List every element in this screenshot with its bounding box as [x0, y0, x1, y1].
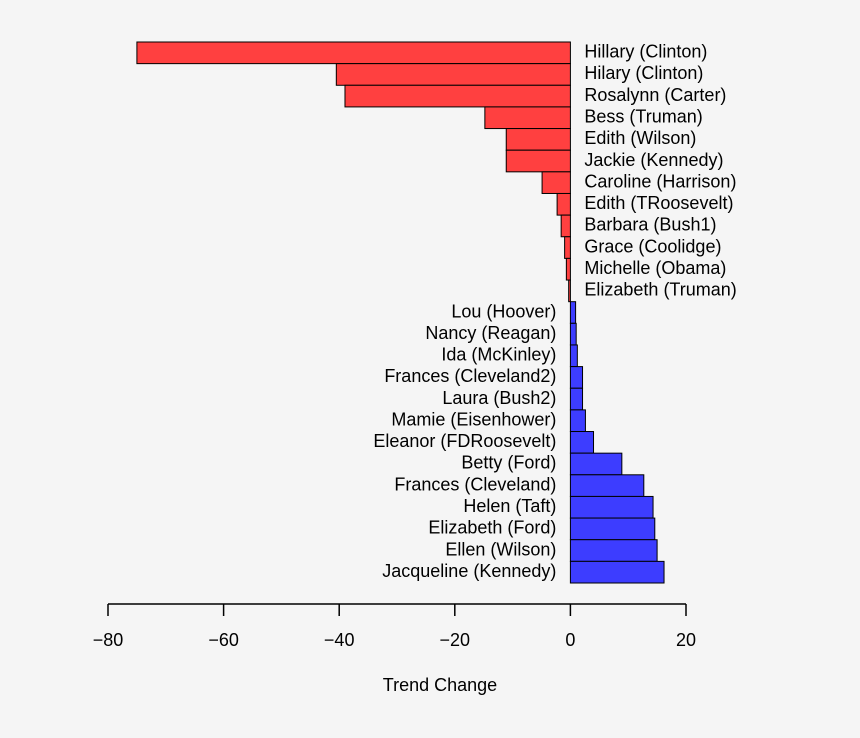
- x-tick-label: −20: [440, 630, 471, 650]
- x-tick-label: 0: [565, 630, 575, 650]
- x-tick-label: 20: [676, 630, 696, 650]
- bar: [136, 41, 571, 65]
- bar: [569, 474, 645, 497]
- category-label: Eleanor (FDRoosevelt): [373, 431, 556, 451]
- category-label: Betty (Ford): [461, 453, 556, 473]
- x-tick-label: −40: [324, 630, 355, 650]
- bar: [568, 279, 571, 303]
- bar: [569, 387, 584, 411]
- x-tick-label: −80: [93, 630, 124, 650]
- category-label: Mamie (Eisenhower): [391, 409, 556, 429]
- bar: [569, 409, 586, 433]
- bar: [569, 452, 623, 476]
- bar: [505, 149, 571, 173]
- bar: [505, 128, 571, 151]
- bar: [541, 171, 571, 194]
- bar: [564, 236, 571, 259]
- bar: [569, 517, 656, 541]
- category-label: Grace (Coolidge): [584, 236, 721, 256]
- category-label: Barbara (Bush1): [584, 215, 716, 235]
- bar: [569, 322, 577, 346]
- category-label: Elizabeth (Ford): [428, 518, 556, 538]
- category-label: Jackie (Kennedy): [584, 150, 723, 170]
- bar: [569, 366, 584, 389]
- bar: [569, 560, 665, 584]
- category-label: Ellen (Wilson): [445, 539, 556, 559]
- bar: [556, 192, 571, 216]
- category-label: Jacqueline (Kennedy): [382, 561, 556, 581]
- category-label: Lou (Hoover): [451, 301, 556, 321]
- category-label: Helen (Taft): [463, 496, 556, 516]
- bar: [569, 431, 595, 454]
- bar: [335, 63, 571, 86]
- category-label: Elizabeth (Truman): [584, 280, 736, 300]
- category-label: Hilary (Clinton): [584, 63, 703, 83]
- bar: [569, 539, 658, 562]
- bar: [569, 344, 578, 368]
- category-label: Michelle (Obama): [584, 258, 726, 278]
- x-tick-label: −60: [208, 630, 239, 650]
- category-label: Laura (Bush2): [442, 388, 556, 408]
- category-label: Edith (TRoosevelt): [584, 193, 733, 213]
- category-label: Frances (Cleveland): [394, 474, 556, 494]
- category-label: Ida (McKinley): [441, 345, 556, 365]
- category-label: Caroline (Harrison): [584, 171, 736, 191]
- bar: [569, 301, 577, 324]
- bar: [565, 257, 571, 281]
- category-label: Hillary (Clinton): [584, 42, 707, 62]
- category-label: Frances (Cleveland2): [384, 366, 556, 386]
- bar: [484, 106, 571, 130]
- x-axis-label: Trend Change: [383, 675, 497, 695]
- bar: [569, 495, 654, 519]
- category-label: Rosalynn (Carter): [584, 85, 726, 105]
- category-label: Nancy (Reagan): [425, 323, 556, 343]
- bar: [344, 84, 571, 108]
- category-label: Bess (Truman): [584, 106, 702, 126]
- bar: [560, 214, 571, 238]
- category-label: Edith (Wilson): [584, 128, 696, 148]
